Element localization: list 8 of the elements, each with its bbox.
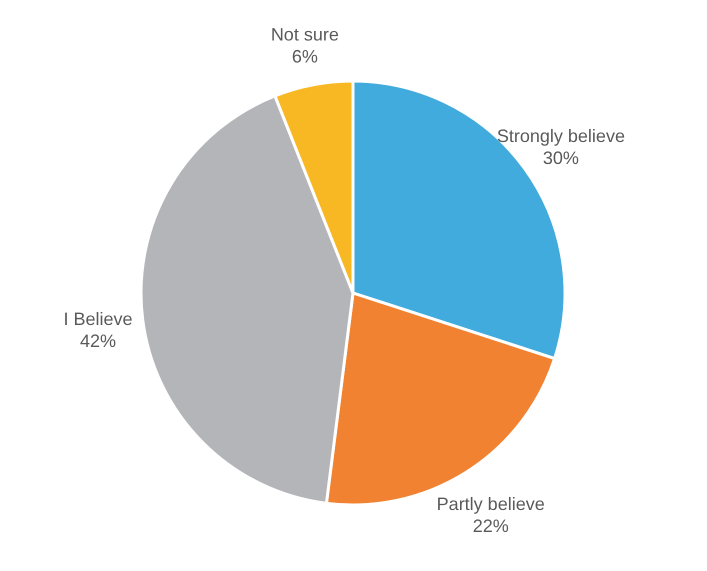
slice-label: Strongly believe [496, 126, 625, 146]
slice-label: Not sure [270, 24, 339, 45]
data-label: 6% [292, 46, 318, 67]
slice-label: Partly believe [436, 494, 545, 514]
data-label: 22% [472, 516, 509, 536]
data-label: 30% [542, 148, 579, 168]
data-label: 42% [80, 331, 116, 352]
slice-label: I Believe [64, 309, 133, 330]
